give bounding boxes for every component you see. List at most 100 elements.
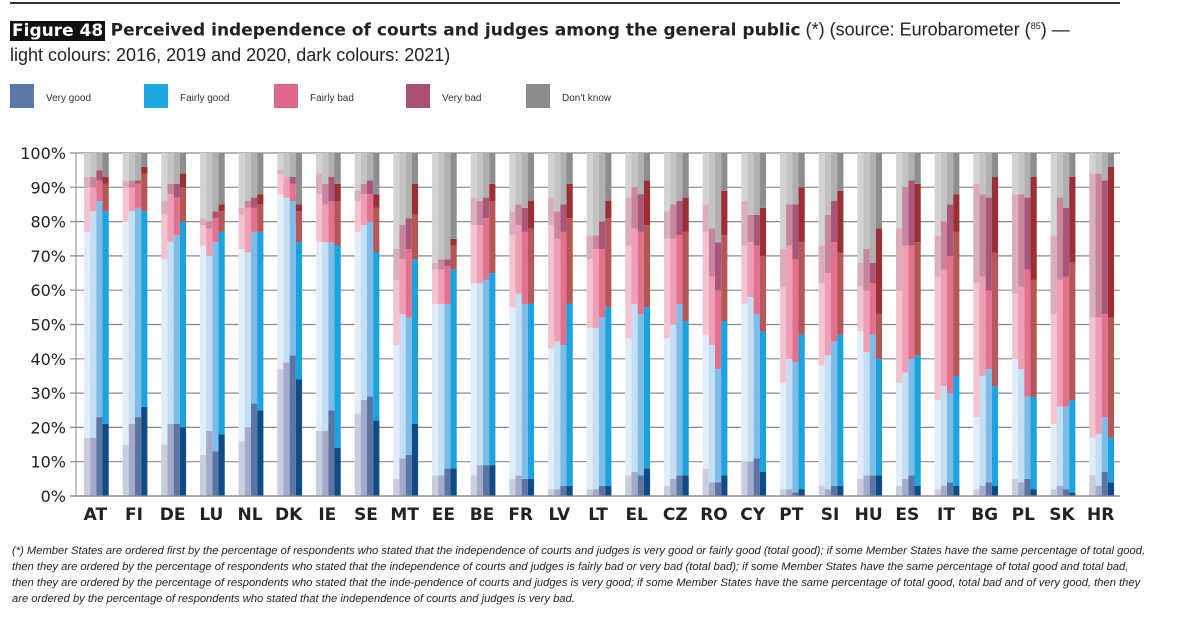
bar-segment: [1018, 369, 1025, 483]
bar-segment: [824, 214, 831, 274]
figure-title-bold: Perceived independence of courts and jud…: [110, 20, 801, 41]
bar-segment: [1018, 194, 1025, 287]
bar-segment: [869, 153, 876, 263]
bar-segment: [554, 341, 561, 490]
bar-segment: [747, 461, 754, 496]
bar-segment: [1089, 173, 1096, 318]
bar-segment: [161, 153, 168, 202]
bar-segment: [521, 207, 528, 232]
bar-segment: [837, 334, 844, 486]
bar-segment: [218, 231, 225, 435]
bar-segment: [914, 355, 921, 486]
bar-segment: [637, 475, 644, 496]
legend-swatch-very-bad: [406, 84, 430, 108]
bar-segment: [592, 249, 599, 328]
bar-segment: [643, 225, 651, 308]
bar-segment: [895, 382, 903, 486]
bar-segment: [566, 218, 573, 304]
bar-segment: [509, 211, 516, 236]
bar-segment: [721, 475, 728, 496]
bar-segment: [908, 358, 915, 476]
bar-segment: [875, 314, 883, 359]
bar-segment: [431, 269, 439, 304]
bar-segment: [483, 218, 490, 280]
country-group-lt: [586, 153, 612, 496]
bar-segment: [979, 485, 986, 496]
bar-segment: [399, 458, 406, 496]
bar-segment: [708, 276, 715, 346]
bar-segment: [1107, 166, 1115, 318]
bar-segment: [431, 303, 439, 476]
bar-segment: [631, 471, 638, 496]
bar-segment: [1063, 489, 1070, 496]
bar-segment: [444, 153, 451, 260]
legend-label-very-bad: Very bad: [442, 93, 482, 104]
bar-segment: [527, 201, 535, 229]
bar-segment: [102, 177, 109, 184]
x-tick-label: CZ: [663, 505, 688, 525]
bar-segment: [863, 475, 870, 496]
bar-segment: [586, 235, 593, 260]
bar-segment: [295, 379, 303, 496]
bar-segment: [257, 231, 264, 411]
bar-segment: [405, 218, 412, 250]
bar-segment: [792, 259, 799, 363]
country-group-hu: [857, 153, 883, 496]
bar-segment: [83, 437, 91, 496]
bar-segment: [1030, 396, 1037, 490]
country-group-ee: [431, 153, 457, 496]
bar-segment: [599, 317, 606, 486]
bar-segment: [315, 173, 323, 195]
bar-segment: [547, 489, 555, 496]
bar-segment: [141, 166, 148, 174]
bar-segment: [1050, 235, 1057, 315]
bar-segment: [135, 417, 142, 496]
bar-segment: [161, 259, 168, 445]
y-tick-label: 60%: [30, 281, 66, 300]
bar-segment: [643, 180, 651, 226]
bar-segment: [1011, 194, 1019, 294]
x-tick-label: CY: [740, 505, 765, 525]
bar-segment: [759, 331, 767, 472]
bar-segment: [759, 471, 767, 496]
bar-segment: [470, 153, 477, 198]
bar-segment: [592, 327, 599, 490]
bar-segment: [1018, 153, 1025, 195]
bar-segment: [161, 201, 168, 215]
bar-segment: [747, 153, 754, 215]
bar-segment: [934, 235, 941, 277]
bar-segment: [1089, 437, 1096, 476]
bar-segment: [277, 173, 284, 195]
country-group-it: [934, 153, 960, 496]
bar-segment: [586, 153, 593, 236]
bar-segment: [947, 255, 954, 394]
bar-segment: [869, 334, 876, 476]
bar-segment: [96, 180, 103, 202]
bar-segment: [908, 153, 915, 181]
legend-swatch-very-good: [10, 84, 34, 108]
bar-segment: [779, 153, 787, 250]
bar-segment: [1063, 406, 1070, 490]
bar-segment: [831, 201, 838, 243]
bar-segment: [605, 153, 612, 202]
bar-segment: [837, 153, 844, 191]
bar-segment: [438, 475, 445, 496]
bar-segment: [786, 489, 793, 496]
bar-segment: [167, 242, 174, 424]
country-group-fr: [509, 153, 535, 496]
y-tick-label: 30%: [30, 384, 66, 403]
bar-segment: [206, 228, 213, 256]
bar-segment: [322, 242, 329, 431]
bar-segment: [676, 303, 683, 476]
bar-segment: [837, 252, 844, 335]
bar-segment: [824, 153, 831, 215]
bar-segment: [824, 489, 831, 496]
bar-segment: [663, 238, 671, 339]
bar-segment: [251, 207, 258, 232]
bar-segment: [605, 485, 612, 496]
bar-segment: [470, 283, 477, 476]
bar-segment: [973, 283, 980, 418]
bar-segment: [586, 489, 593, 496]
bar-segment: [367, 153, 374, 181]
bar-segment: [779, 382, 787, 490]
